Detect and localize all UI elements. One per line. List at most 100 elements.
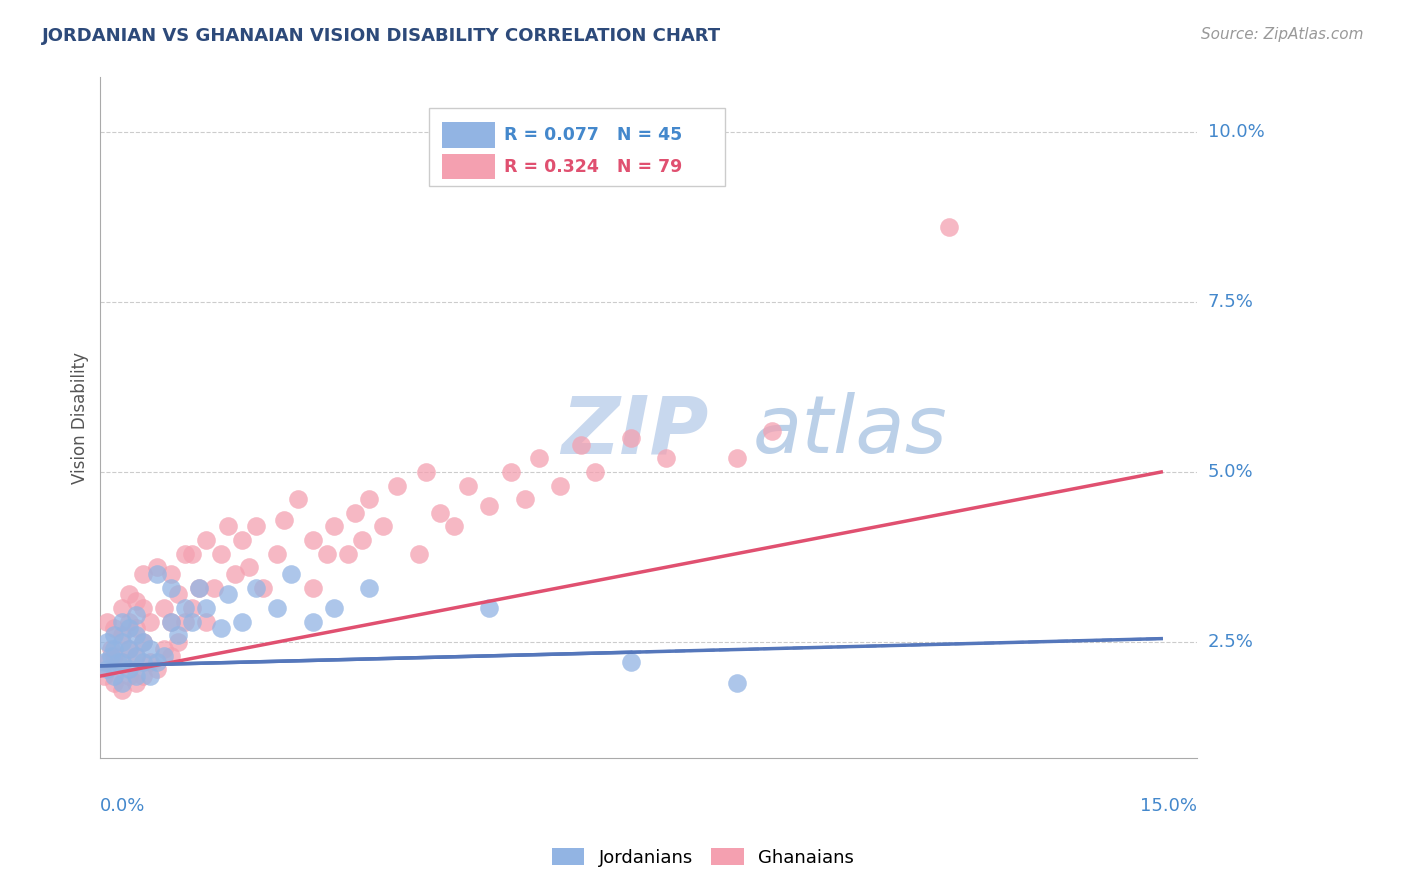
Point bbox=[322, 519, 344, 533]
Point bbox=[266, 547, 288, 561]
Point bbox=[153, 648, 176, 663]
Point bbox=[139, 656, 162, 670]
Point bbox=[103, 676, 125, 690]
Point bbox=[93, 669, 115, 683]
Text: 0.0%: 0.0% bbox=[100, 797, 146, 814]
Point bbox=[125, 607, 148, 622]
Point bbox=[139, 641, 162, 656]
Point bbox=[301, 581, 323, 595]
Point bbox=[195, 601, 218, 615]
Point bbox=[139, 669, 162, 683]
Point bbox=[125, 628, 148, 642]
Point bbox=[231, 615, 253, 629]
Y-axis label: Vision Disability: Vision Disability bbox=[72, 351, 89, 483]
Point bbox=[188, 581, 211, 595]
Point bbox=[132, 601, 155, 615]
Point bbox=[209, 547, 232, 561]
Point bbox=[195, 533, 218, 547]
Point bbox=[373, 519, 395, 533]
Point bbox=[146, 656, 169, 670]
Point bbox=[725, 451, 748, 466]
Point bbox=[167, 628, 190, 642]
Point bbox=[125, 622, 148, 636]
Point bbox=[160, 581, 183, 595]
Point bbox=[153, 641, 176, 656]
Point bbox=[548, 478, 571, 492]
Point bbox=[655, 451, 678, 466]
Point bbox=[569, 438, 592, 452]
Point bbox=[132, 635, 155, 649]
Text: Source: ZipAtlas.com: Source: ZipAtlas.com bbox=[1201, 27, 1364, 42]
Text: 15.0%: 15.0% bbox=[1140, 797, 1197, 814]
Point bbox=[387, 478, 409, 492]
Point bbox=[110, 601, 132, 615]
Point bbox=[93, 656, 115, 670]
Point bbox=[457, 478, 479, 492]
Point bbox=[96, 656, 118, 670]
Point bbox=[725, 676, 748, 690]
Point bbox=[245, 519, 267, 533]
Point bbox=[415, 465, 437, 479]
Point bbox=[146, 560, 169, 574]
Point bbox=[478, 499, 501, 513]
Point bbox=[620, 431, 643, 445]
Point bbox=[245, 581, 267, 595]
Legend: Jordanians, Ghanaians: Jordanians, Ghanaians bbox=[544, 841, 862, 874]
Point bbox=[125, 594, 148, 608]
Point bbox=[110, 615, 132, 629]
Point bbox=[188, 581, 211, 595]
Point bbox=[181, 547, 204, 561]
Point bbox=[273, 513, 295, 527]
Point bbox=[110, 656, 132, 670]
Point bbox=[359, 581, 381, 595]
Point bbox=[167, 587, 190, 601]
Point bbox=[359, 492, 381, 507]
Point bbox=[110, 628, 132, 642]
Text: 10.0%: 10.0% bbox=[1208, 123, 1264, 141]
Point bbox=[217, 587, 239, 601]
Point bbox=[174, 601, 197, 615]
FancyBboxPatch shape bbox=[443, 121, 495, 147]
Text: 5.0%: 5.0% bbox=[1208, 463, 1253, 481]
Point bbox=[103, 641, 125, 656]
Point bbox=[217, 519, 239, 533]
Point bbox=[117, 662, 139, 676]
Text: R = 0.324   N = 79: R = 0.324 N = 79 bbox=[503, 158, 682, 177]
Point bbox=[266, 601, 288, 615]
Point bbox=[301, 533, 323, 547]
Point bbox=[429, 506, 451, 520]
Point bbox=[195, 615, 218, 629]
Text: ZIP: ZIP bbox=[561, 392, 709, 470]
Point bbox=[132, 656, 155, 670]
Point bbox=[583, 465, 606, 479]
Point bbox=[224, 567, 246, 582]
Point bbox=[938, 220, 960, 235]
Point bbox=[513, 492, 536, 507]
Point bbox=[620, 656, 643, 670]
Point bbox=[110, 656, 132, 670]
Text: R = 0.077   N = 45: R = 0.077 N = 45 bbox=[503, 127, 682, 145]
Point bbox=[181, 601, 204, 615]
Point bbox=[280, 567, 302, 582]
Point bbox=[125, 669, 148, 683]
Point bbox=[103, 622, 125, 636]
Point bbox=[153, 601, 176, 615]
Text: JORDANIAN VS GHANAIAN VISION DISABILITY CORRELATION CHART: JORDANIAN VS GHANAIAN VISION DISABILITY … bbox=[42, 27, 721, 45]
Point bbox=[160, 615, 183, 629]
Point bbox=[132, 669, 155, 683]
Point bbox=[125, 676, 148, 690]
Point bbox=[478, 601, 501, 615]
Point bbox=[231, 533, 253, 547]
Point bbox=[181, 615, 204, 629]
Point bbox=[209, 622, 232, 636]
Point bbox=[110, 676, 132, 690]
Point bbox=[238, 560, 260, 574]
Point bbox=[408, 547, 430, 561]
Point bbox=[100, 641, 122, 656]
Point bbox=[146, 567, 169, 582]
Point bbox=[110, 682, 132, 697]
Point bbox=[499, 465, 522, 479]
Point bbox=[146, 662, 169, 676]
Point bbox=[110, 635, 132, 649]
Point bbox=[443, 519, 465, 533]
